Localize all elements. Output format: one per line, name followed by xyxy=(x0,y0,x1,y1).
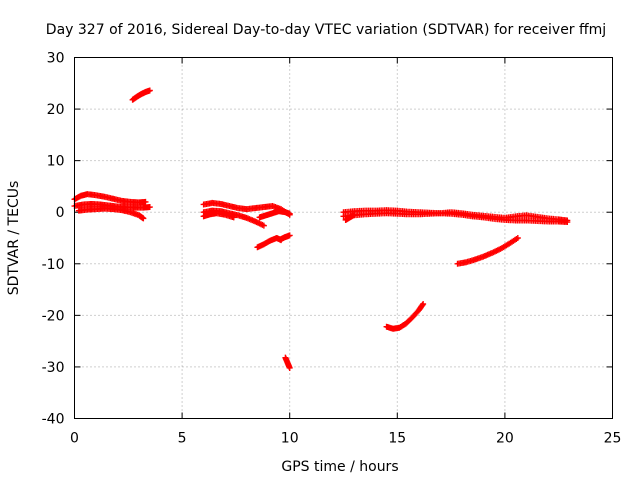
series-arc-k xyxy=(282,354,293,371)
data-point xyxy=(230,214,237,221)
series-arc-j xyxy=(278,232,293,243)
series-arc-m xyxy=(340,209,571,224)
series-arc-c xyxy=(75,205,147,222)
y-tick-label: 10 xyxy=(47,154,65,170)
data-point xyxy=(564,217,571,224)
data-point xyxy=(286,232,293,239)
series-arc-p xyxy=(454,235,521,267)
data-point xyxy=(286,210,293,217)
series-arc-g xyxy=(200,210,237,221)
x-tick-label: 20 xyxy=(496,431,514,447)
ticks-layer: 0 5 10 15 20 25 -40 -30 -20 -10 0 10 20 30 xyxy=(42,51,622,447)
data-point xyxy=(142,198,149,205)
y-tick-label: -40 xyxy=(42,412,65,428)
series-arc-n xyxy=(342,211,358,223)
data-point xyxy=(419,302,426,309)
data-point xyxy=(351,211,358,218)
y-tick-label: 20 xyxy=(47,102,65,118)
data-point xyxy=(146,87,153,94)
y-tick-label: 0 xyxy=(56,205,65,221)
series-arc-a xyxy=(71,191,149,206)
y-tick-label: -10 xyxy=(42,257,65,273)
data-marks xyxy=(71,87,571,371)
series-arc-d xyxy=(129,87,153,103)
grid-layer xyxy=(74,57,613,419)
x-tick-label: 5 xyxy=(178,431,187,447)
data-point xyxy=(514,235,521,241)
y-axis-label: SDTVAR / TECUs xyxy=(6,181,22,296)
series-arc-h xyxy=(256,208,293,221)
data-point xyxy=(140,215,147,222)
x-tick-label: 0 xyxy=(70,431,79,447)
x-tick-label: 25 xyxy=(604,431,622,447)
x-tick-label: 10 xyxy=(281,431,299,447)
x-tick-label: 15 xyxy=(388,431,406,447)
y-tick-label: -20 xyxy=(42,308,65,324)
chart-title: Day 327 of 2016, Sidereal Day-to-day VTE… xyxy=(46,22,606,38)
data-point xyxy=(260,222,267,229)
series-arc-i xyxy=(254,235,285,251)
x-axis-label: GPS time / hours xyxy=(281,459,398,475)
plot-frame xyxy=(74,57,613,419)
data-point xyxy=(286,364,293,371)
y-tick-label: 30 xyxy=(47,51,65,67)
series-arc-o xyxy=(383,301,427,332)
y-tick-label: -30 xyxy=(42,360,65,376)
data-point xyxy=(146,204,153,211)
data-point xyxy=(420,301,427,308)
series-arc-e xyxy=(200,199,293,218)
